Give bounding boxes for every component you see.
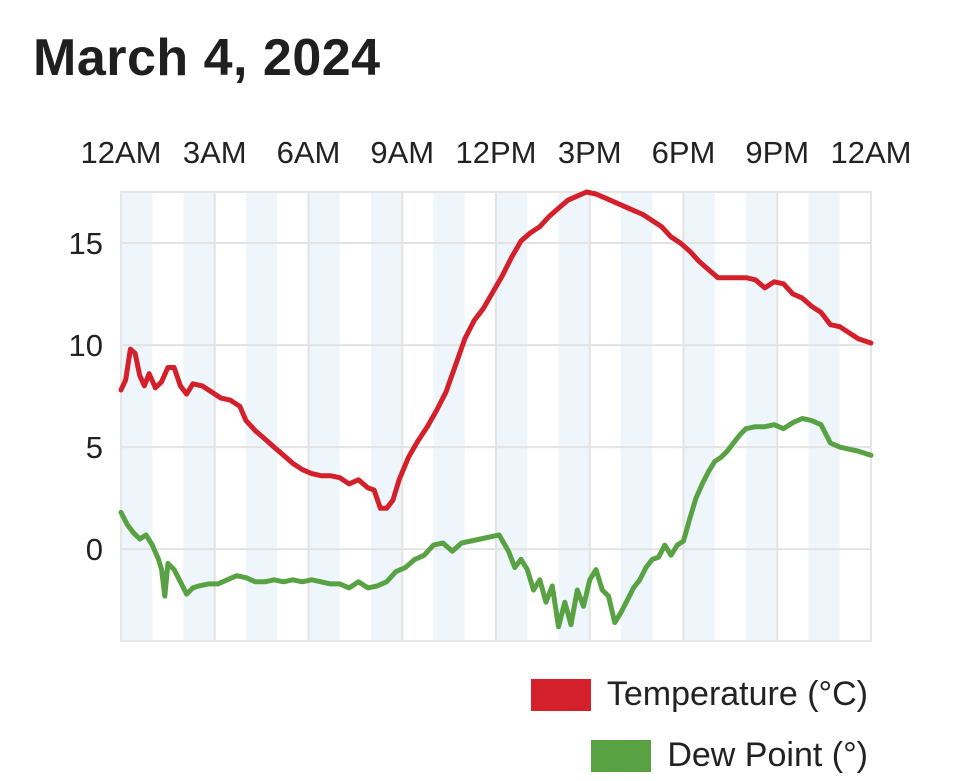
x-tick-label: 3AM bbox=[183, 135, 247, 170]
legend-swatch-dew-point bbox=[591, 739, 652, 772]
y-tick-label: 0 bbox=[86, 532, 103, 567]
hour-band bbox=[746, 192, 778, 641]
y-tick-label: 5 bbox=[86, 430, 103, 465]
x-tick-label: 12AM bbox=[831, 135, 912, 170]
y-tick-label: 15 bbox=[69, 226, 103, 261]
hour-band bbox=[371, 192, 403, 641]
x-tick-label: 9AM bbox=[370, 135, 434, 170]
x-tick-label: 12AM bbox=[81, 135, 162, 170]
x-axis-ticks: 12AM 3AM 6AM 9AM 12PM 3PM 6PM 9PM 12AM bbox=[81, 135, 912, 170]
series-line-temperature bbox=[118, 189, 874, 511]
hour-band bbox=[808, 192, 840, 641]
hour-band bbox=[433, 192, 465, 641]
x-tick-label: 12PM bbox=[456, 135, 537, 170]
hour-bands bbox=[121, 192, 840, 641]
hour-band bbox=[183, 192, 215, 641]
series-lines bbox=[118, 189, 874, 630]
x-tick-label: 6AM bbox=[277, 135, 341, 170]
hour-band bbox=[621, 192, 653, 641]
x-tick-label: 9PM bbox=[745, 135, 809, 170]
hour-band bbox=[683, 192, 715, 641]
hour-band bbox=[308, 192, 340, 641]
plot-area bbox=[120, 191, 872, 642]
series-line-dew-point bbox=[118, 416, 874, 630]
chart-title: March 4, 2024 bbox=[33, 29, 381, 87]
legend-item-temperature: Temperature (°C) bbox=[530, 675, 868, 714]
legend-label-dew-point: Dew Point (°) bbox=[667, 736, 868, 774]
legend-swatch-temperature bbox=[530, 678, 591, 711]
y-axis-ticks: 0 5 10 15 bbox=[69, 226, 103, 567]
x-tick-label: 3PM bbox=[558, 135, 622, 170]
hour-band bbox=[246, 192, 278, 641]
hour-band bbox=[121, 192, 153, 641]
legend-item-dew-point: Dew Point (°) bbox=[591, 736, 868, 775]
legend-label-temperature: Temperature (°C) bbox=[606, 675, 868, 713]
y-tick-label: 10 bbox=[69, 328, 103, 363]
x-tick-label: 6PM bbox=[652, 135, 716, 170]
hour-band bbox=[558, 192, 590, 641]
